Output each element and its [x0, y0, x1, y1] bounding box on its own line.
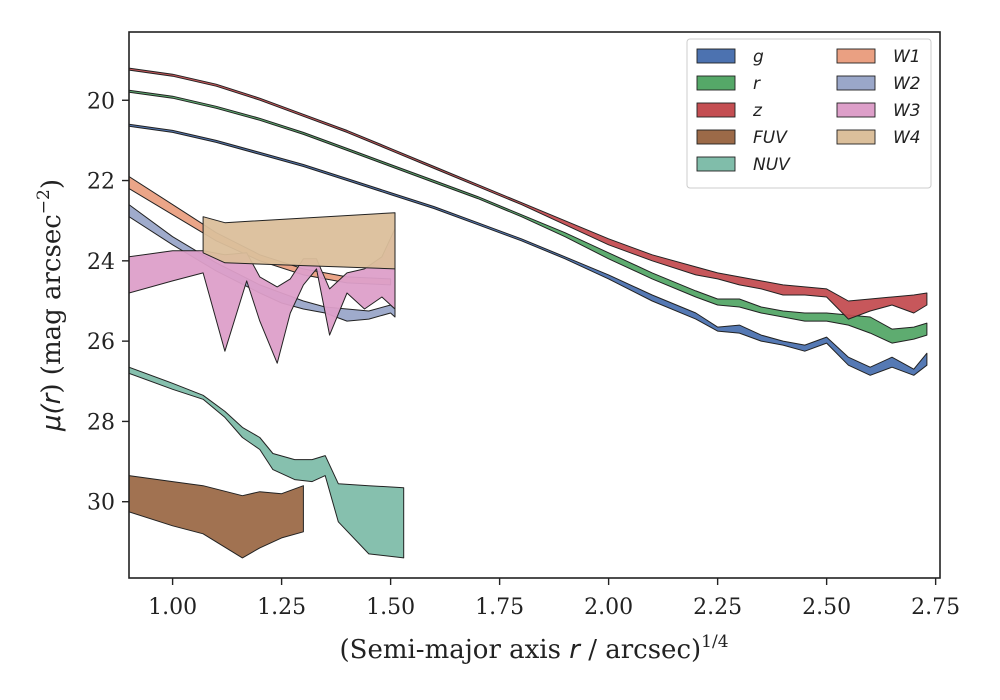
legend-swatch-r	[696, 75, 736, 91]
legend-swatch-w3	[836, 102, 876, 118]
legend-label-fuv: FUV	[753, 128, 788, 148]
y-tick-label: 22	[87, 170, 115, 195]
y-axis-label: μ(r) (mag arcsec−2)	[34, 179, 67, 432]
x-tick-label: 1.25	[257, 595, 306, 620]
band-w4	[202, 212, 396, 270]
y-axis-ticks: 20 22 24 26 28 30	[87, 89, 129, 516]
plot-area	[129, 67, 928, 559]
legend-label-g: g	[753, 47, 764, 67]
x-tick-label: 2.25	[693, 595, 742, 620]
band-nuv	[129, 366, 405, 559]
legend-label-r: r	[753, 74, 761, 94]
legend: grz FUV NUV W1 W2 W3 W4	[686, 38, 932, 189]
x-axis-ticks: 1.00 1.25 1.50 1.75 2.00 2.25 2.50 2.75	[148, 578, 960, 620]
x-tick-label: 2.75	[911, 595, 960, 620]
band-fuv	[129, 475, 304, 559]
legend-label-nuv: NUV	[753, 155, 791, 175]
x-tick-label: 1.75	[475, 595, 524, 620]
legend-swatch-fuv	[696, 129, 736, 145]
axes-frame	[128, 31, 941, 579]
y-tick-label: 20	[87, 89, 115, 114]
legend-swatch-w4	[836, 129, 876, 145]
y-tick-label: 30	[87, 491, 115, 516]
legend-items: grz FUV NUV W1 W2 W3 W4	[696, 47, 921, 175]
x-tick-label: 2.00	[584, 595, 633, 620]
legend-label-w4: W4	[893, 128, 921, 148]
y-tick-label: 24	[87, 250, 115, 275]
x-tick-label: 1.00	[148, 595, 197, 620]
legend-swatch-w2	[836, 75, 876, 91]
x-tick-label: 2.50	[802, 595, 851, 620]
legend-label-z: z	[752, 101, 763, 121]
legend-swatch-w1	[836, 48, 876, 64]
legend-label-w1: W1	[893, 47, 921, 67]
band-g	[129, 123, 928, 376]
y-tick-label: 28	[87, 410, 115, 435]
legend-label-w2: W2	[893, 74, 921, 94]
x-axis-label: (Semi-major axis r / arcsec)1/4	[339, 632, 728, 665]
y-tick-label: 26	[87, 330, 115, 355]
legend-label-w3: W3	[893, 101, 921, 121]
x-tick-label: 1.50	[366, 595, 415, 620]
legend-swatch-nuv	[696, 156, 736, 172]
band-z	[129, 67, 928, 320]
legend-swatch-g	[696, 48, 736, 64]
band-w3	[129, 228, 396, 364]
legend-swatch-z	[696, 102, 736, 118]
